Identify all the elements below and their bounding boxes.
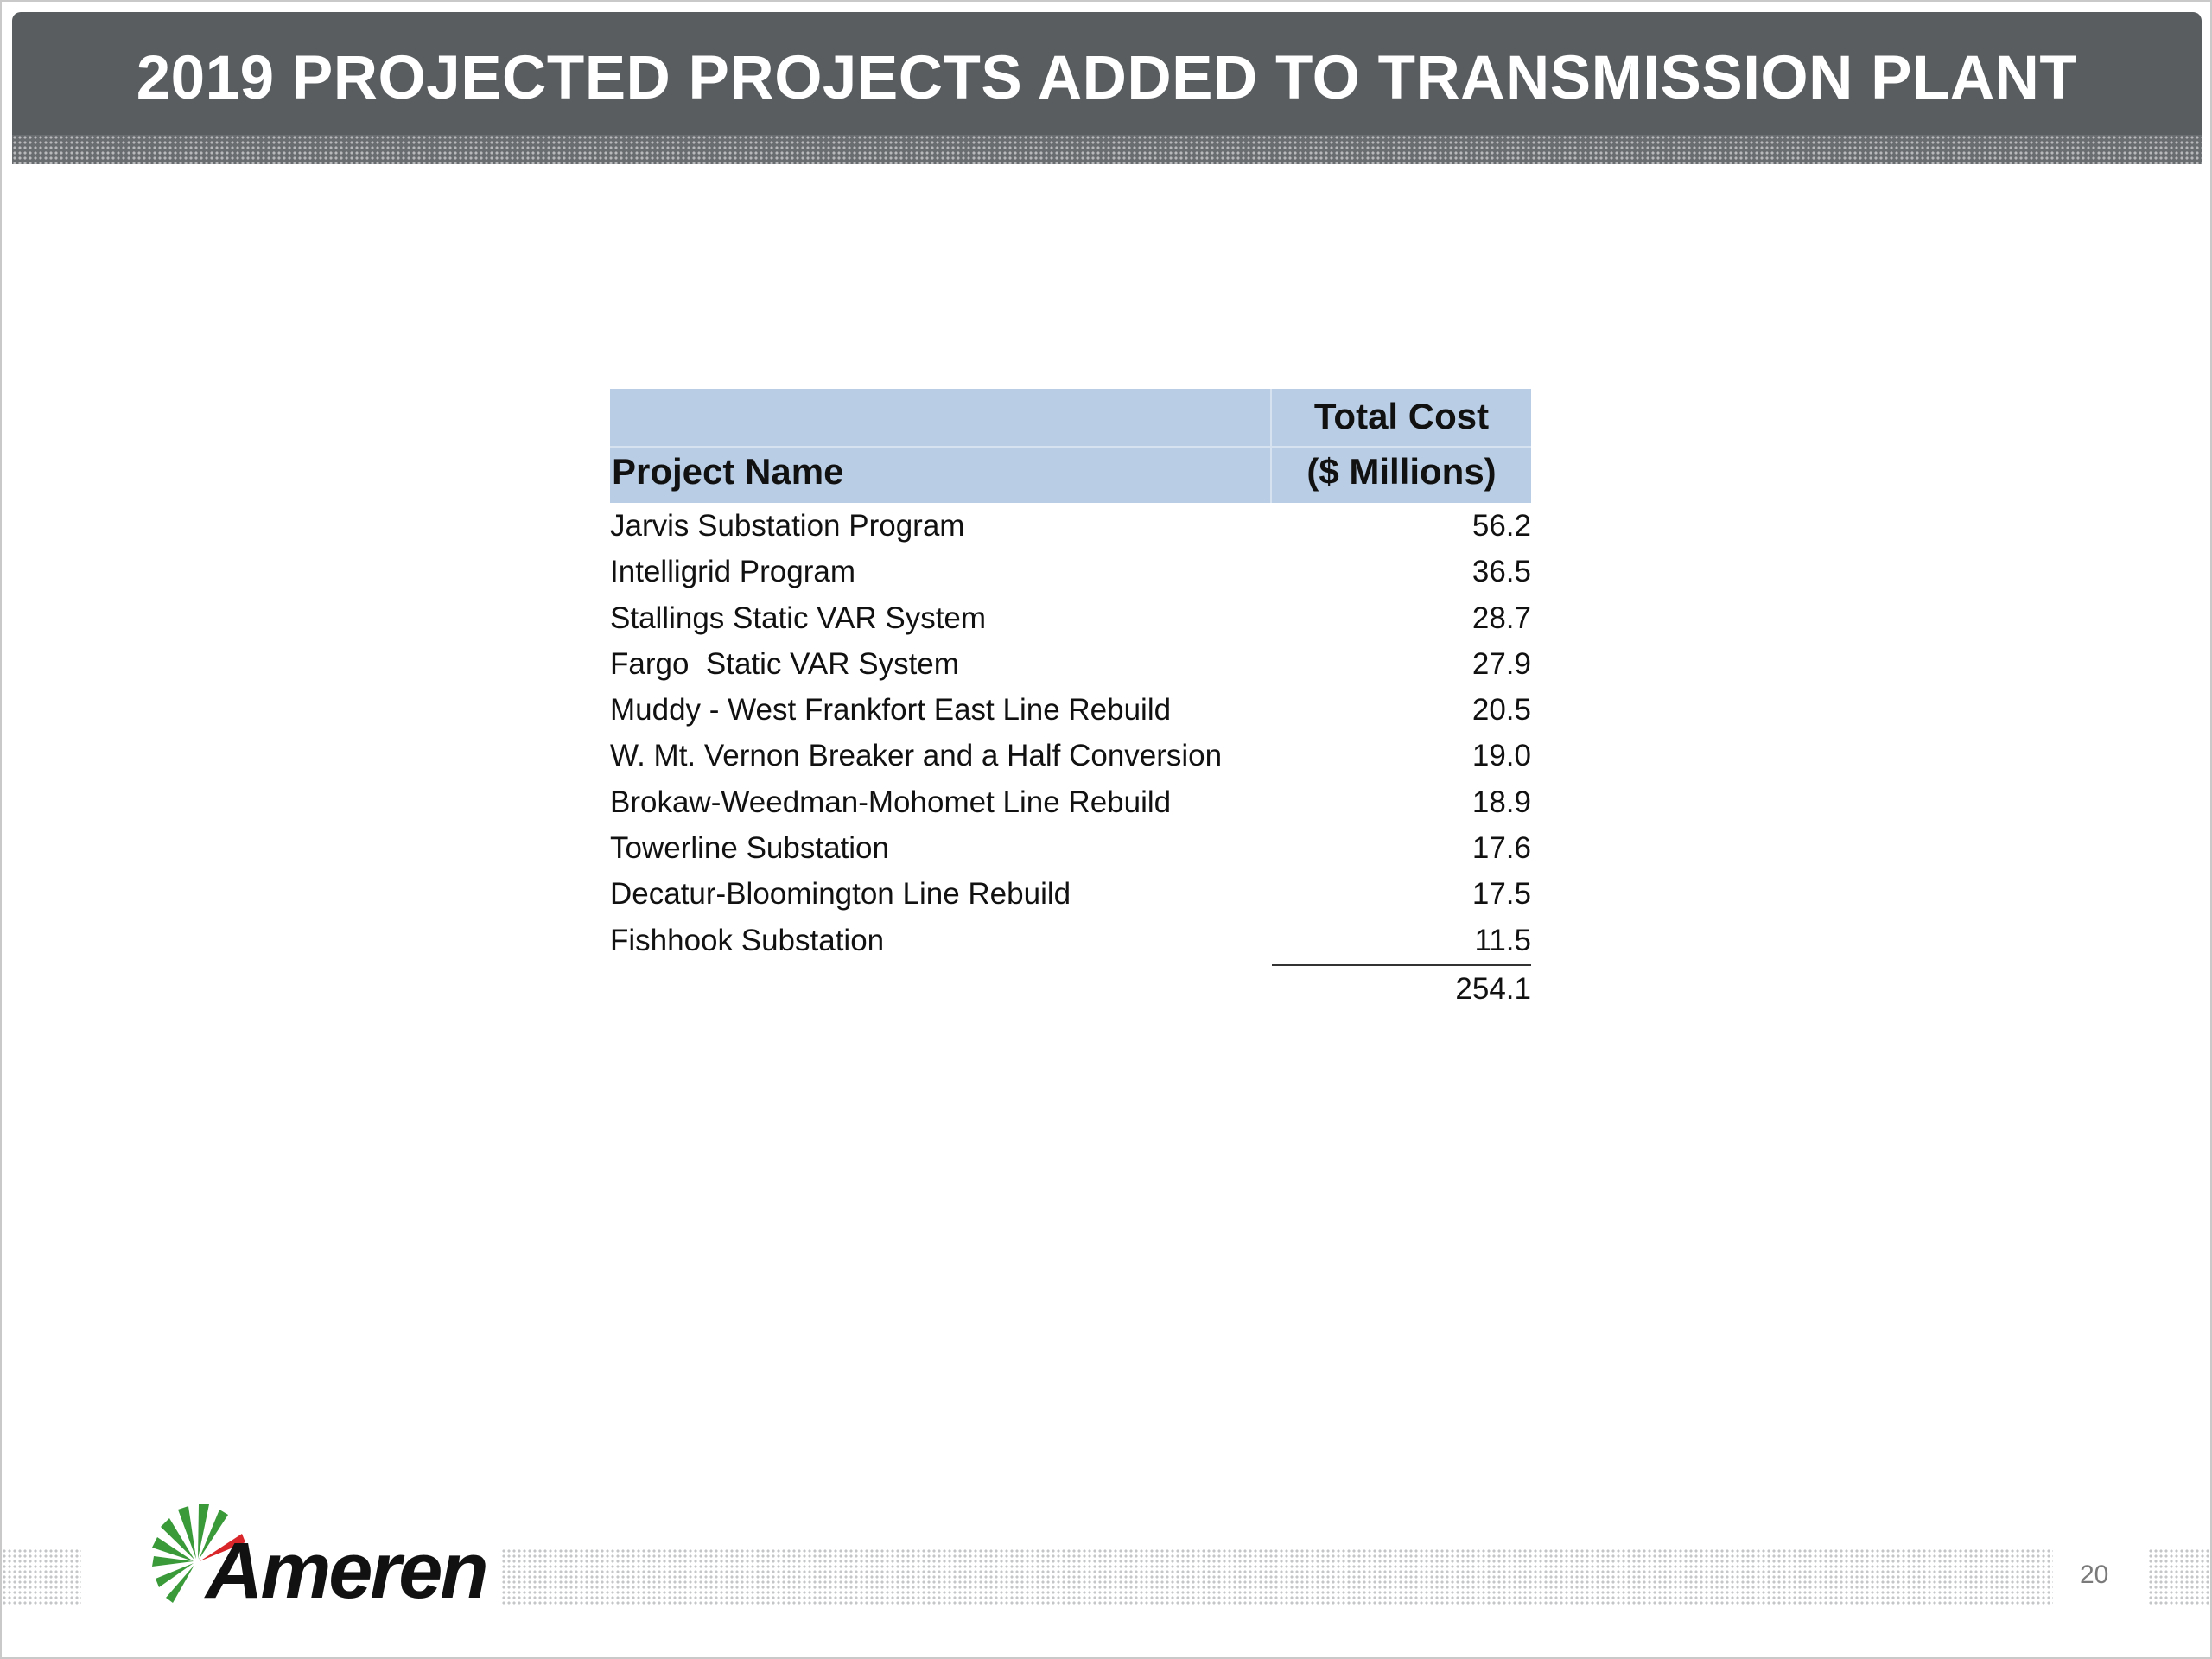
project-cost-cell: 56.2 <box>1471 509 1531 543</box>
project-name-cell: Fishhook Substation <box>610 923 885 957</box>
footer-dot-strip-center <box>501 1548 2053 1605</box>
project-name-cell: Decatur-Bloomington Line Rebuild <box>610 877 1071 912</box>
project-cost-cell: 36.5 <box>1471 555 1531 589</box>
project-cost-cell: 28.7 <box>1471 601 1531 635</box>
project-cost-cell: 19.0 <box>1471 739 1531 773</box>
subtotal-rule <box>1272 963 1531 966</box>
project-cost-cell: 27.9 <box>1471 646 1531 681</box>
table-row: Fargo Static VAR System 27.9 <box>610 641 1531 687</box>
title-bar: 2019 PROJECTED PROJECTS ADDED TO TRANSMI… <box>12 12 2202 164</box>
table-row: W. Mt. Vernon Breaker and a Half Convers… <box>610 733 1531 779</box>
table-row: Intelligrid Program 36.5 <box>610 549 1531 594</box>
total-cost-cell: 254.1 <box>1455 971 1531 1006</box>
sunburst-icon <box>152 1504 245 1603</box>
page-number: 20 <box>2080 1560 2109 1589</box>
project-name-cell: Muddy - West Frankfort East Line Rebuild <box>610 693 1172 728</box>
table-body: Jarvis Substation Program 56.2 Intelligr… <box>610 503 1531 963</box>
table-row: Decatur-Bloomington Line Rebuild 17.5 <box>610 871 1531 917</box>
project-cost-cell: 20.5 <box>1471 693 1531 728</box>
project-name-cell: Fargo Static VAR System <box>610 646 959 681</box>
header-project-name: Project Name <box>612 451 844 492</box>
project-cost-cell: 17.5 <box>1471 877 1531 912</box>
projects-table: Project Name Total Cost ($ Millions) Jar… <box>610 389 1531 1012</box>
footer-dot-strip-left <box>2 1548 81 1605</box>
table-row: Muddy - West Frankfort East Line Rebuild… <box>610 687 1531 733</box>
project-name-cell: W. Mt. Vernon Breaker and a Half Convers… <box>610 739 1223 773</box>
footer-dot-strip-right <box>2148 1548 2210 1605</box>
project-name-cell: Stallings Static VAR System <box>610 601 987 635</box>
table-row: Fishhook Substation 11.5 <box>610 918 1531 963</box>
table-row: Towerline Substation 17.6 <box>610 825 1531 871</box>
table-row: Stallings Static VAR System 28.7 <box>610 595 1531 641</box>
total-row: 254.1 <box>610 966 1531 1012</box>
table-row: Jarvis Substation Program 56.2 <box>610 503 1531 549</box>
project-name-cell: Intelligrid Program <box>610 555 855 589</box>
title-dot-pattern <box>12 135 2202 164</box>
project-cost-cell: 18.9 <box>1471 785 1531 819</box>
project-name-cell: Jarvis Substation Program <box>610 509 965 543</box>
project-name-cell: Brokaw-Weedman-Mohomet Line Rebuild <box>610 785 1172 819</box>
project-cost-cell: 17.6 <box>1471 831 1531 866</box>
header-cost-unit: ($ Millions) <box>1306 451 1497 492</box>
table-header: Project Name Total Cost ($ Millions) <box>610 389 1531 503</box>
header-row-divider <box>610 446 1531 448</box>
logo-wordmark: Ameren <box>206 1527 489 1615</box>
table-row: Brokaw-Weedman-Mohomet Line Rebuild 18.9 <box>610 779 1531 825</box>
ameren-logo: Ameren <box>137 1481 489 1615</box>
header-total-cost: Total Cost <box>1313 396 1490 436</box>
project-name-cell: Towerline Substation <box>610 831 889 866</box>
project-cost-cell: 11.5 <box>1474 923 1531 957</box>
slide-title: 2019 PROJECTED PROJECTS ADDED TO TRANSMI… <box>136 44 2078 112</box>
